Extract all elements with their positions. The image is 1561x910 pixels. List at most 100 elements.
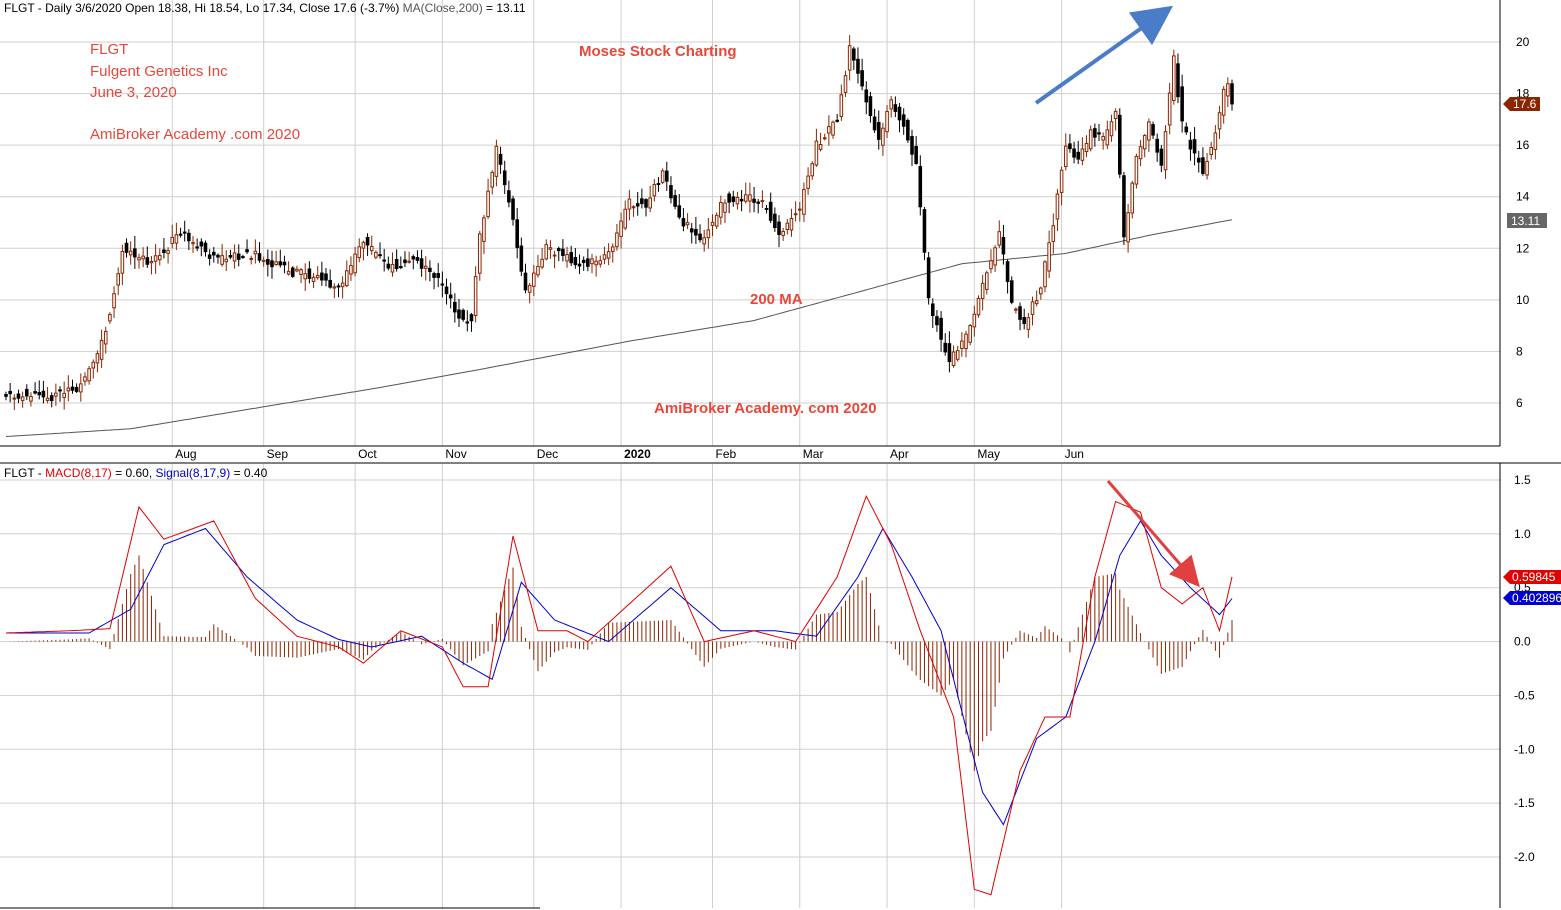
candle-body [1109, 121, 1114, 137]
candle-body [835, 119, 839, 122]
candle-body [797, 208, 802, 211]
candle-body [656, 183, 661, 186]
candle-body [182, 231, 187, 234]
candle-body [532, 272, 536, 287]
candle-body [1167, 92, 1172, 126]
candle-body [440, 283, 445, 286]
candle-body [847, 45, 852, 71]
candle-body [565, 254, 569, 262]
candle-body [1113, 110, 1118, 119]
candle-body [112, 293, 116, 309]
candle-body [473, 276, 478, 316]
candle-body [74, 386, 79, 392]
candle-body [278, 261, 283, 266]
candle-body [282, 261, 287, 266]
candle-body [1051, 225, 1056, 242]
candle-body [415, 257, 420, 261]
candle-body [245, 249, 249, 253]
candle-body [980, 282, 985, 299]
candle-body [544, 244, 549, 260]
candle-body [103, 330, 108, 345]
candle-body [378, 254, 382, 257]
company-annotation: Fulgent Genetics Inc [90, 63, 228, 80]
svg-text:0.402896: 0.402896 [1512, 591, 1561, 605]
macd-y-tick-label: 1.5 [1514, 473, 1531, 487]
candle-body [220, 255, 224, 265]
candle-body [897, 106, 902, 121]
candle-body [768, 201, 773, 221]
x-tick-label: Dec [537, 447, 558, 461]
macd-y-tick-label: -1.5 [1514, 796, 1535, 810]
candle-body [739, 198, 744, 202]
candle-body [519, 245, 524, 272]
candle-body [461, 309, 465, 320]
candle-body [752, 198, 756, 203]
candle-body [1039, 287, 1043, 295]
candle-body [586, 258, 590, 267]
candle-body [336, 285, 341, 288]
candle-body [79, 383, 83, 393]
blue-uptrend-arrow [1034, 5, 1174, 105]
candles-layer [4, 35, 1234, 411]
candle-body [548, 247, 553, 250]
candle-body [261, 259, 266, 263]
candle-body [382, 259, 386, 262]
candle-body [735, 196, 740, 205]
macd-y-tick-label: -1.0 [1514, 742, 1535, 756]
candle-body [573, 256, 578, 266]
candle-body [648, 197, 652, 209]
macd-panel-header: FLGT - MACD(8,17) = 0.60, Signal(8,17,9)… [4, 466, 268, 480]
candle-body [286, 270, 291, 275]
candle-body [54, 392, 58, 397]
candle-body [162, 249, 166, 253]
candle-body [935, 316, 939, 326]
candle-body [868, 96, 873, 117]
candle-body [822, 137, 827, 140]
candle-body [87, 368, 91, 382]
candle-body [515, 219, 519, 248]
candle-body [669, 185, 673, 199]
candle-body [1205, 160, 1209, 176]
candle-body [1101, 136, 1105, 141]
x-tick-label: Apr [890, 447, 909, 461]
candle-body [665, 170, 669, 182]
horizontal-gridlines [0, 41, 1500, 858]
candle-body [523, 272, 528, 291]
candle-body [166, 249, 170, 254]
candle-body [149, 260, 154, 264]
candle-body [1163, 131, 1168, 171]
candle-body [631, 206, 636, 209]
candle-body [58, 389, 62, 392]
candle-body [1142, 135, 1147, 150]
candle-body [972, 313, 977, 328]
candle-body [635, 203, 640, 207]
candle-body [748, 194, 752, 202]
candle-body [610, 246, 615, 252]
candle-body [386, 263, 391, 269]
candle-body [843, 75, 848, 93]
candle-body [394, 258, 399, 270]
candle-body [133, 248, 137, 258]
candle-body [174, 234, 179, 244]
candle-body [552, 254, 557, 257]
moses-annotation: Moses Stock Charting [579, 43, 737, 60]
candle-body [66, 387, 71, 392]
signal-line [6, 519, 1233, 826]
candle-body [469, 314, 474, 322]
candle-body [1126, 212, 1130, 243]
candle-body [802, 189, 806, 215]
price-y-tick-label: 20 [1516, 35, 1530, 49]
candle-body [918, 166, 923, 208]
candle-body [1005, 261, 1010, 283]
candle-body [885, 110, 889, 133]
candle-body [818, 143, 823, 150]
candle-body [1209, 146, 1214, 156]
site-annotation-bottom: AmiBroker Academy. com 2020 [654, 400, 877, 417]
candle-body [1105, 129, 1110, 146]
candle-body [939, 317, 943, 340]
x-tick-label: Feb [716, 447, 737, 461]
candle-body [307, 268, 312, 279]
candle-body [606, 251, 611, 259]
candle-body [16, 393, 21, 399]
